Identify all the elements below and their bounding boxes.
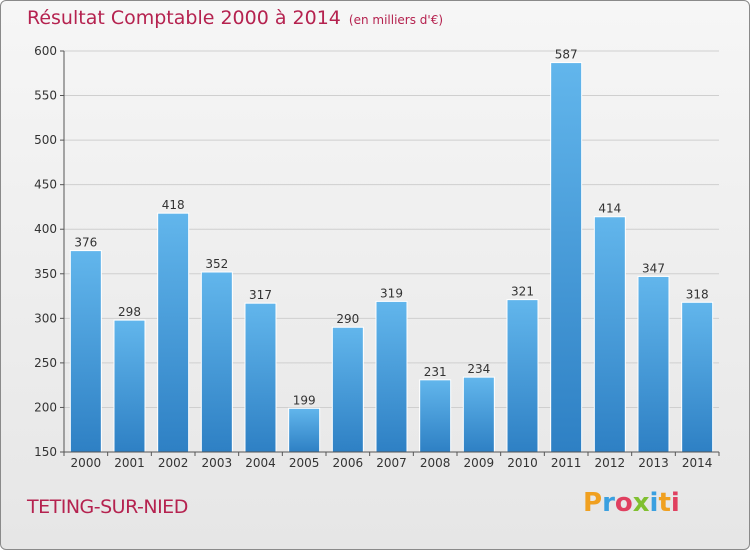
y-tick-label: 550 <box>34 89 57 103</box>
bar-2002 <box>157 212 190 453</box>
y-tick-label: 150 <box>34 445 57 459</box>
bar-value-label: 587 <box>555 48 578 62</box>
y-tick-label: 300 <box>34 311 57 325</box>
y-tick-label: 400 <box>34 222 57 236</box>
y-tick-label: 350 <box>34 267 57 281</box>
x-tick-label: 2012 <box>595 456 626 470</box>
bar-value-label: 347 <box>642 261 665 275</box>
bar-value-label: 321 <box>511 285 534 299</box>
bars-layer: 376 298 418 352 317 199 290 319 231 234 321 587 414 3… <box>69 48 714 453</box>
x-tick-label: 2008 <box>420 456 451 470</box>
x-tick-label: 2009 <box>464 456 495 470</box>
bar-2012 <box>593 216 626 453</box>
logo-letter: P <box>583 488 603 518</box>
y-tick-label: 450 <box>34 178 57 192</box>
x-tick-label: 2006 <box>333 456 364 470</box>
bar-value-label: 231 <box>424 365 447 379</box>
x-tick-label: 2002 <box>158 456 189 470</box>
logo-letter: i <box>670 488 680 518</box>
x-tick-label: 2005 <box>289 456 320 470</box>
y-tick-label: 600 <box>34 44 57 58</box>
bar-2004 <box>244 302 277 453</box>
chart-subtitle: (en milliers d'€) <box>348 13 444 27</box>
bar-value-label: 418 <box>162 198 185 212</box>
chart-title: Résultat Comptable 2000 à 2014 (en millie… <box>27 7 443 29</box>
logo-letter: t <box>658 488 671 518</box>
y-tick-label: 500 <box>34 133 57 147</box>
x-tick-label: 2011 <box>551 456 582 470</box>
x-tick-label: 2014 <box>682 456 713 470</box>
bar-2001 <box>113 319 146 453</box>
bar-2008 <box>419 379 452 453</box>
bar-2000 <box>69 250 102 453</box>
bar-value-label: 318 <box>686 287 709 301</box>
bar-value-label: 298 <box>118 305 141 319</box>
bar-2009 <box>462 376 495 453</box>
bar-value-label: 352 <box>205 257 228 271</box>
x-tick-label: 2010 <box>507 456 538 470</box>
bar-value-label: 234 <box>467 362 490 376</box>
logo-letter: r <box>602 488 615 518</box>
x-tick-label: 2001 <box>114 456 145 470</box>
x-tick-label: 2003 <box>202 456 233 470</box>
x-tick-label: 2000 <box>71 456 102 470</box>
proxiti-logo: Proxiti <box>583 488 680 518</box>
logo-letter: x <box>632 488 650 518</box>
axis-layer: 150 200 250 300 350 400 450 500 550 600 2000 2001 20… <box>34 44 720 470</box>
bar-2013 <box>637 275 670 453</box>
x-tick-label: 2013 <box>638 456 669 470</box>
bar-2003 <box>200 271 233 453</box>
x-tick-label: 2007 <box>376 456 407 470</box>
logo-letter: i <box>649 488 659 518</box>
chart-title-text: Résultat Comptable 2000 à 2014 <box>27 7 341 29</box>
y-tick-label: 250 <box>34 356 57 370</box>
bar-2014 <box>681 301 714 453</box>
bar-2006 <box>331 326 364 453</box>
bar-2005 <box>288 407 321 453</box>
y-tick-label: 200 <box>34 400 57 414</box>
bar-value-label: 199 <box>293 393 316 407</box>
bar-2010 <box>506 299 539 453</box>
bar-value-label: 414 <box>598 202 621 216</box>
x-tick-label: 2004 <box>245 456 276 470</box>
bar-value-label: 319 <box>380 286 403 300</box>
bar-2007 <box>375 300 408 453</box>
bar-value-label: 290 <box>336 312 359 326</box>
logo-letter: o <box>614 488 633 518</box>
bar-2011 <box>550 62 583 453</box>
bar-value-label: 317 <box>249 288 272 302</box>
commune-name: TETING-SUR-NIED <box>27 496 188 518</box>
bar-value-label: 376 <box>74 236 97 250</box>
